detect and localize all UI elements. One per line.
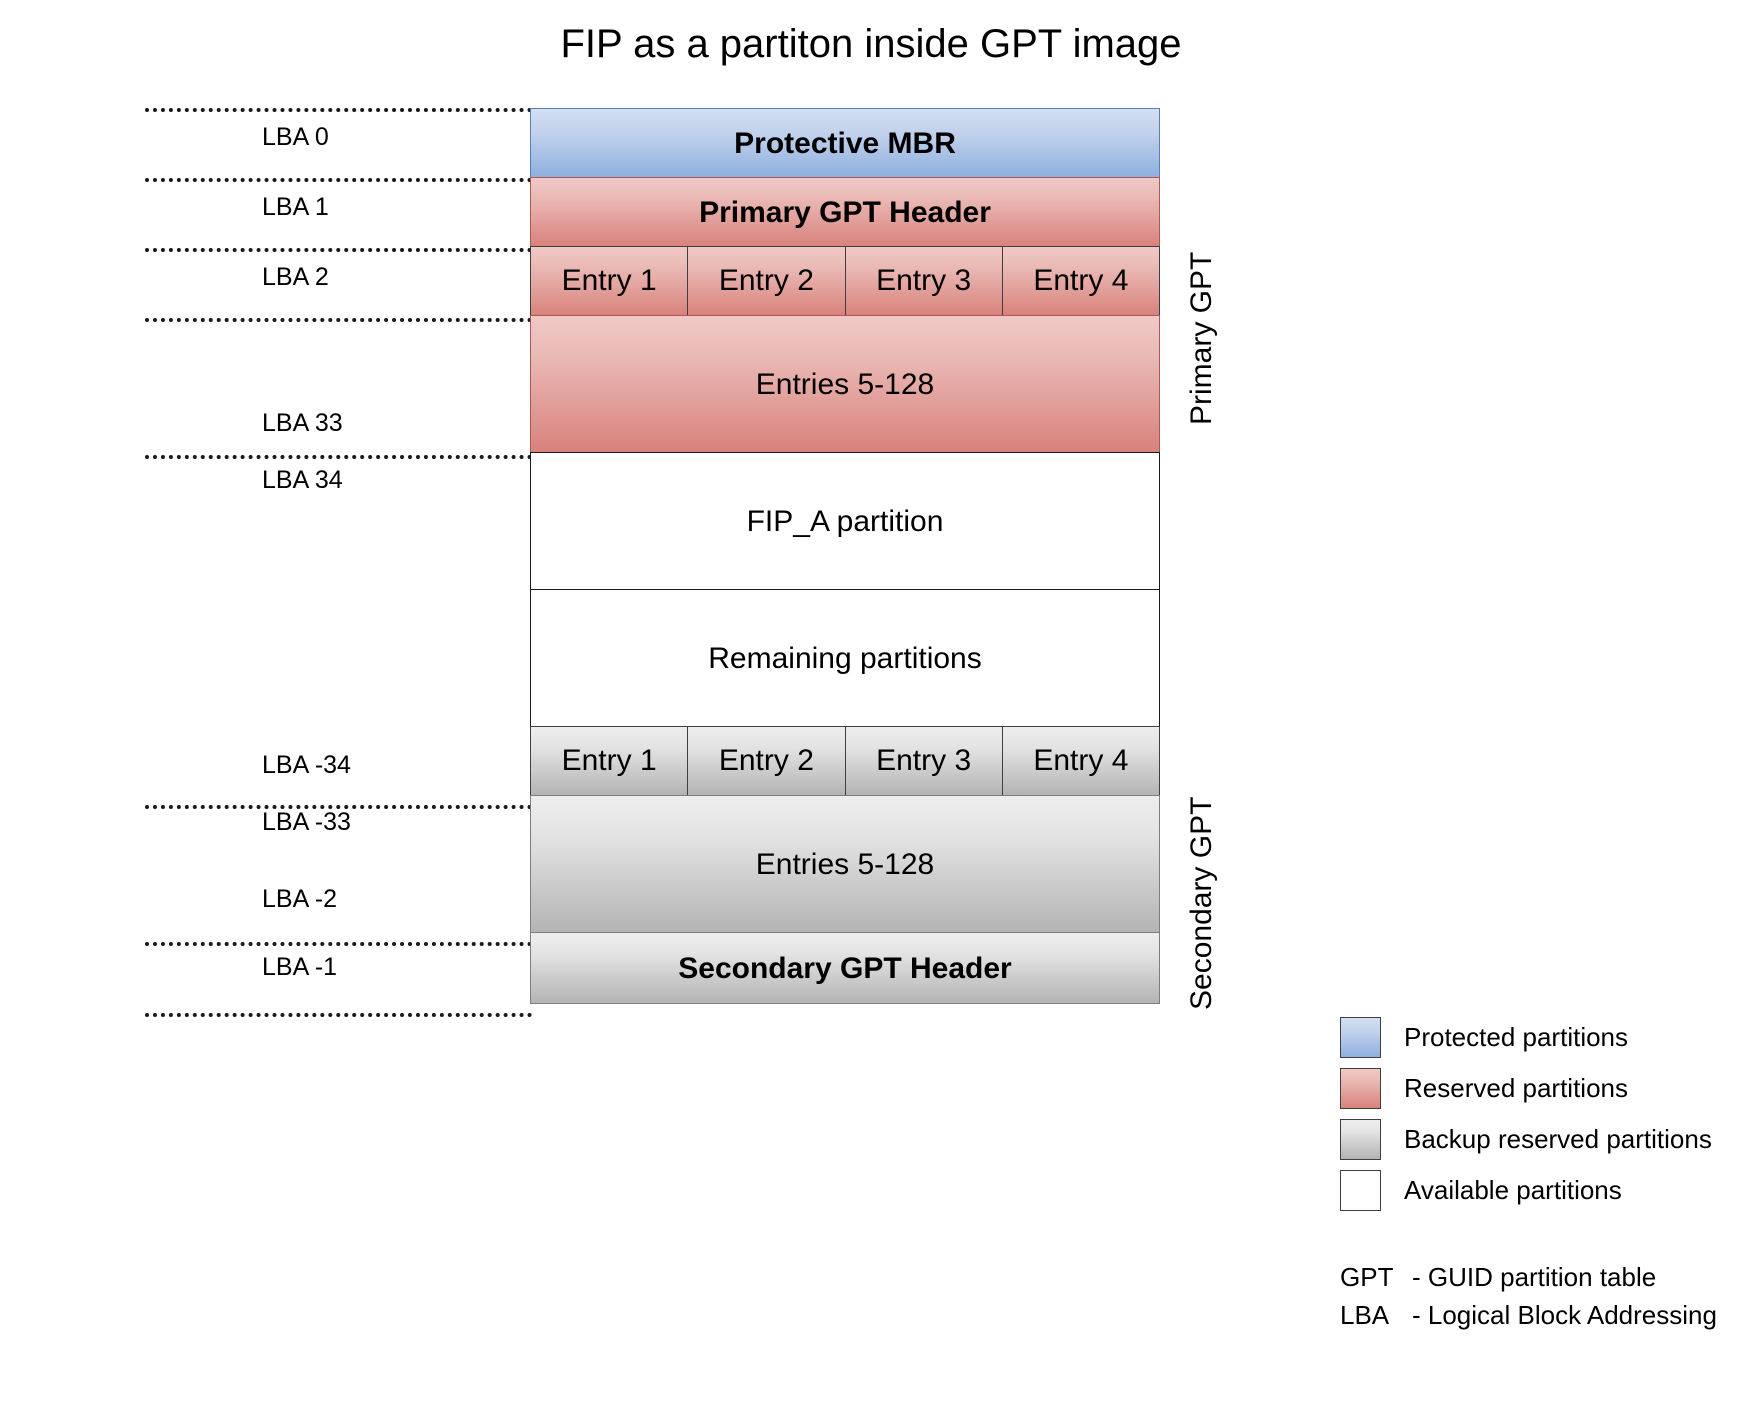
secondary-entry-2: Entry 2 (687, 726, 846, 796)
footnote-gpt-abbr: GPT (1340, 1262, 1394, 1292)
block-fip-a-partition: FIP_A partition (530, 452, 1160, 590)
lba-label--2: LBA -2 (262, 885, 338, 913)
primary-entry-1: Entry 1 (530, 246, 689, 316)
block-primary-entries-5-128-label: Entries 5-128 (755, 367, 935, 401)
legend-label-backup-reserved: Backup reserved partitions (1404, 1124, 1712, 1154)
lba-label--1: LBA -1 (262, 953, 338, 981)
side-label-primary-gpt: Primary GPT (1185, 251, 1218, 425)
lba-label-34: LBA 34 (262, 466, 343, 494)
legend-swatch-reserved (1340, 1068, 1381, 1109)
footnote-lba-abbr: LBA (1340, 1300, 1390, 1330)
primary-entry-1-label: Entry 1 (561, 264, 657, 297)
side-label-secondary-gpt: Secondary GPT (1185, 796, 1218, 1010)
secondary-entry-3-label: Entry 3 (876, 744, 972, 777)
block-remaining-partitions: Remaining partitions (530, 589, 1160, 727)
secondary-entry-row: Entry 1 Entry 2 Entry 3 Entry 4 (530, 726, 1160, 796)
block-secondary-gpt-header: Secondary GPT Header (530, 932, 1160, 1004)
legend-swatch-available (1340, 1170, 1381, 1211)
block-remaining-partitions-label: Remaining partitions (708, 641, 982, 675)
lba-label-2: LBA 2 (262, 263, 329, 291)
primary-entry-4-label: Entry 4 (1033, 264, 1129, 297)
block-primary-gpt-header: Primary GPT Header (530, 177, 1160, 247)
primary-entry-2: Entry 2 (687, 246, 846, 316)
legend-item-available: Available partitions (1340, 1165, 1740, 1216)
legend-item-reserved: Reserved partitions (1340, 1063, 1740, 1114)
block-primary-gpt-header-label: Primary GPT Header (699, 195, 991, 229)
leader-line-lba0-top (145, 108, 532, 112)
secondary-entry-3: Entry 3 (844, 726, 1003, 796)
legend-item-backup-reserved: Backup reserved partitions (1340, 1114, 1740, 1165)
lba-label--34: LBA -34 (262, 751, 351, 779)
block-secondary-gpt-header-label: Secondary GPT Header (678, 951, 1012, 985)
leader-line-lba34-top (145, 455, 532, 459)
legend: Protected partitions Reserved partitions… (1340, 1012, 1740, 1216)
page-title: FIP as a partiton inside GPT image (560, 22, 1182, 66)
block-protective-mbr-label: Protective MBR (734, 126, 956, 160)
legend-item-protected: Protected partitions (1340, 1012, 1740, 1063)
leader-line-lba33n-top (145, 805, 532, 809)
leader-line-lba1n-top (145, 942, 532, 946)
gpt-layout-diagram: Protective MBR Primary GPT Header Entry … (530, 108, 1160, 1004)
primary-entry-4: Entry 4 (1001, 246, 1160, 316)
legend-label-available: Available partitions (1404, 1175, 1622, 1205)
block-fip-a-partition-label: FIP_A partition (746, 504, 944, 538)
legend-label-protected: Protected partitions (1404, 1022, 1629, 1052)
footnote-lba-desc: - Logical Block Addressing (1412, 1300, 1717, 1330)
leader-line-lba2-top (145, 248, 532, 252)
footnote-gpt: GPT - GUID partition table (1340, 1262, 1717, 1300)
primary-entry-2-label: Entry 2 (718, 264, 814, 297)
legend-swatch-protected (1340, 1017, 1381, 1058)
secondary-entry-2-label: Entry 2 (718, 744, 814, 777)
lba-label-33: LBA 33 (262, 409, 343, 437)
abbreviation-key: GPT - GUID partition table LBA - Logical… (1340, 1262, 1717, 1338)
block-secondary-entries-5-128-label: Entries 5-128 (755, 847, 935, 881)
lba-label--33: LBA -33 (262, 808, 351, 836)
footnote-lba: LBA - Logical Block Addressing (1340, 1300, 1717, 1338)
primary-entry-row: Entry 1 Entry 2 Entry 3 Entry 4 (530, 246, 1160, 316)
lba-label-0: LBA 0 (262, 123, 329, 151)
secondary-entry-4: Entry 4 (1001, 726, 1160, 796)
primary-entry-3-label: Entry 3 (876, 264, 972, 297)
block-primary-entries-5-128: Entries 5-128 (530, 315, 1160, 453)
block-protective-mbr: Protective MBR (530, 108, 1160, 178)
footnote-gpt-desc: - GUID partition table (1412, 1262, 1657, 1292)
leader-line-bottom (145, 1013, 532, 1017)
primary-entry-3: Entry 3 (844, 246, 1003, 316)
legend-swatch-backup-reserved (1340, 1119, 1381, 1160)
secondary-entry-4-label: Entry 4 (1033, 744, 1129, 777)
secondary-entry-1-label: Entry 1 (561, 744, 657, 777)
legend-label-reserved: Reserved partitions (1404, 1073, 1628, 1103)
secondary-entry-1: Entry 1 (530, 726, 689, 796)
block-secondary-entries-5-128: Entries 5-128 (530, 795, 1160, 933)
lba-label-1: LBA 1 (262, 193, 329, 221)
leader-line-lba3-top (145, 318, 532, 322)
leader-line-lba1-top (145, 178, 532, 182)
